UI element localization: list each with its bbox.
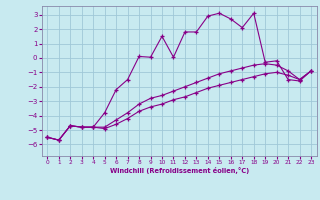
X-axis label: Windchill (Refroidissement éolien,°C): Windchill (Refroidissement éolien,°C) xyxy=(109,167,249,174)
